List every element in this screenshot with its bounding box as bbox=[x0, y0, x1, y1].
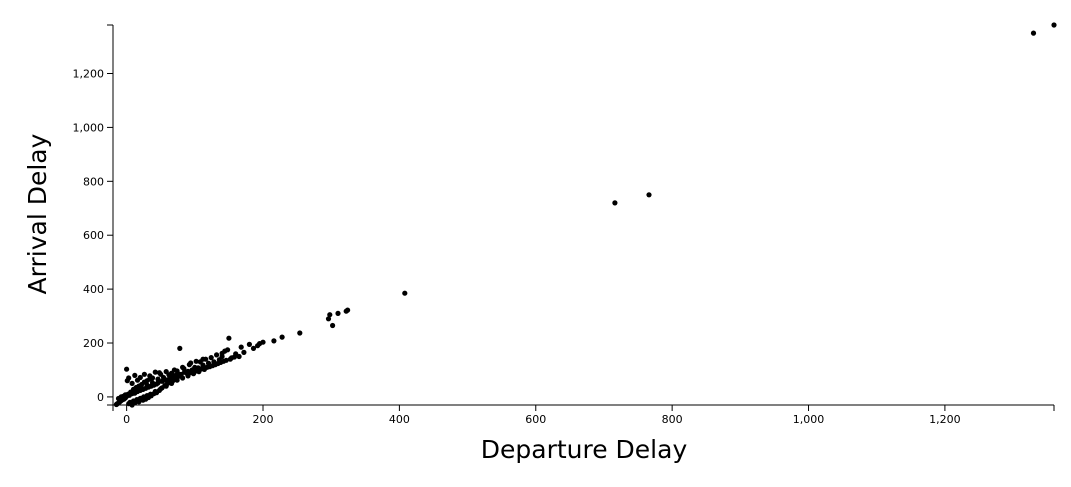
data-point bbox=[215, 360, 221, 367]
data-point bbox=[184, 370, 190, 376]
data-point bbox=[144, 382, 150, 388]
data-point bbox=[297, 330, 303, 336]
x-tick-label: 0 bbox=[123, 413, 130, 426]
data-point bbox=[149, 380, 156, 386]
y-tick-label: 200 bbox=[83, 337, 104, 350]
data-point bbox=[128, 390, 134, 396]
data-point bbox=[178, 371, 184, 377]
data-point bbox=[180, 364, 186, 370]
y-tick-label: 800 bbox=[83, 175, 104, 188]
data-point bbox=[220, 358, 227, 364]
data-point bbox=[255, 343, 261, 349]
data-point bbox=[132, 372, 138, 378]
x-tick-label: 400 bbox=[389, 413, 410, 426]
y-axis-title: Arrival Delay bbox=[23, 133, 52, 294]
data-point bbox=[133, 387, 139, 393]
data-point bbox=[646, 192, 652, 198]
data-point bbox=[219, 350, 225, 356]
data-point bbox=[188, 360, 194, 366]
data-point bbox=[163, 369, 169, 375]
data-point bbox=[155, 376, 161, 382]
data-point bbox=[208, 355, 214, 361]
data-point bbox=[132, 400, 138, 406]
data-point bbox=[129, 380, 135, 386]
data-point bbox=[214, 352, 220, 358]
x-tick-label: 200 bbox=[253, 413, 274, 426]
x-axis-title: Departure Delay bbox=[481, 435, 688, 464]
data-point bbox=[1030, 30, 1037, 36]
data-point bbox=[177, 345, 183, 351]
data-point bbox=[115, 395, 122, 402]
data-point bbox=[193, 368, 199, 374]
x-tick-label: 800 bbox=[662, 413, 683, 426]
data-point bbox=[231, 354, 237, 360]
data-point bbox=[188, 370, 194, 376]
data-point bbox=[402, 290, 408, 296]
data-point bbox=[141, 371, 147, 377]
data-point bbox=[137, 374, 143, 381]
data-point bbox=[227, 356, 233, 362]
data-point bbox=[124, 366, 130, 372]
data-point bbox=[200, 356, 206, 362]
data-point bbox=[330, 322, 336, 329]
y-tick-label: 1,200 bbox=[73, 68, 105, 81]
data-point bbox=[199, 366, 205, 372]
data-point bbox=[139, 385, 145, 391]
plot-area bbox=[113, 22, 1057, 408]
data-point bbox=[210, 363, 216, 369]
data-point bbox=[327, 312, 333, 318]
data-point bbox=[126, 375, 132, 381]
data-point bbox=[226, 335, 232, 341]
data-point bbox=[169, 370, 175, 376]
x-tick-label: 600 bbox=[525, 413, 546, 426]
data-point bbox=[152, 369, 158, 375]
data-point bbox=[193, 358, 199, 364]
data-point bbox=[1051, 22, 1057, 28]
data-point bbox=[246, 341, 252, 347]
data-point bbox=[241, 349, 247, 355]
data-point bbox=[279, 334, 285, 340]
y-axis-ticks: 0 200 400 600 800 1,000 1,200 bbox=[73, 24, 113, 406]
data-point bbox=[174, 368, 180, 374]
data-point bbox=[612, 200, 618, 206]
data-point bbox=[343, 308, 349, 314]
y-tick-label: 1,000 bbox=[73, 121, 105, 134]
x-tick-label: 1,000 bbox=[793, 413, 825, 426]
data-point bbox=[250, 345, 257, 351]
y-tick-label: 0 bbox=[97, 391, 104, 404]
data-point bbox=[158, 371, 164, 377]
data-point bbox=[136, 399, 142, 405]
y-tick-label: 400 bbox=[83, 283, 104, 296]
data-point bbox=[238, 344, 244, 350]
x-axis-ticks: 0 200 400 600 800 1,000 1,200 bbox=[112, 405, 1055, 426]
data-point bbox=[122, 392, 128, 398]
data-point bbox=[335, 310, 341, 316]
x-tick-label: 1,200 bbox=[929, 413, 961, 426]
data-point bbox=[236, 353, 242, 360]
y-tick-label: 600 bbox=[83, 229, 104, 242]
data-point bbox=[325, 316, 332, 322]
data-point bbox=[147, 373, 153, 379]
data-point bbox=[271, 338, 277, 344]
data-point bbox=[204, 364, 210, 370]
